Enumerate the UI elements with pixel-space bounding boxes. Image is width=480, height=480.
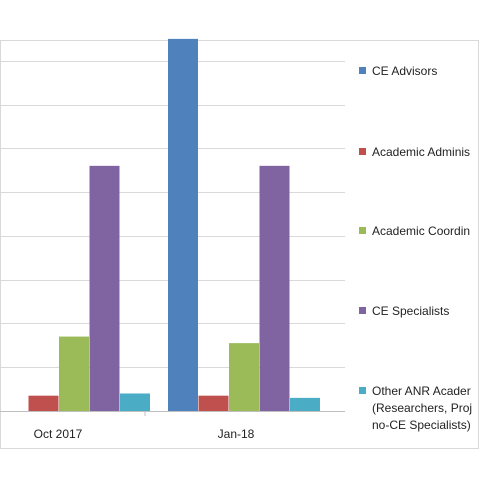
legend-swatch xyxy=(359,67,366,74)
bars xyxy=(28,38,320,412)
x-tick-label: Jan-18 xyxy=(218,427,255,441)
bar-ce-specialists-1 xyxy=(259,165,290,411)
bar-ce-specialists-0 xyxy=(89,165,120,411)
x-tick-label: Oct 2017 xyxy=(34,427,83,441)
bar-other-anr-acader-researchers-proj-no-ce-specialists-0 xyxy=(120,393,150,411)
legend: CE Advisors Academic Adminis Academic Coor… xyxy=(359,64,472,432)
bar-academic-adminis-1 xyxy=(198,395,229,411)
bar-other-anr-acader-researchers-proj-no-ce-specialists-1 xyxy=(290,397,320,411)
legend-label: Academic Adminis xyxy=(372,145,470,159)
legend-label: Academic Coordin xyxy=(372,224,470,238)
bar-ce-advisors-1 xyxy=(168,38,198,412)
x-tick-labels: Oct 2017 Jan-18 xyxy=(34,427,255,441)
legend-label: no-CE Specialists) xyxy=(372,418,471,432)
legend-swatch xyxy=(359,307,366,314)
legend-label: Other ANR Acader xyxy=(372,384,471,398)
legend-label: CE Specialists xyxy=(372,304,449,318)
bar-academic-adminis-0 xyxy=(28,395,59,411)
legend-swatch xyxy=(359,148,366,155)
bar-academic-coordin-1 xyxy=(229,343,259,411)
chart-border xyxy=(0,40,479,449)
legend-swatch xyxy=(359,387,366,394)
legend-label: CE Advisors xyxy=(372,64,437,78)
legend-swatch xyxy=(359,227,366,234)
bar-academic-coordin-0 xyxy=(59,336,89,411)
legend-label: (Researchers, Proj xyxy=(372,401,472,415)
